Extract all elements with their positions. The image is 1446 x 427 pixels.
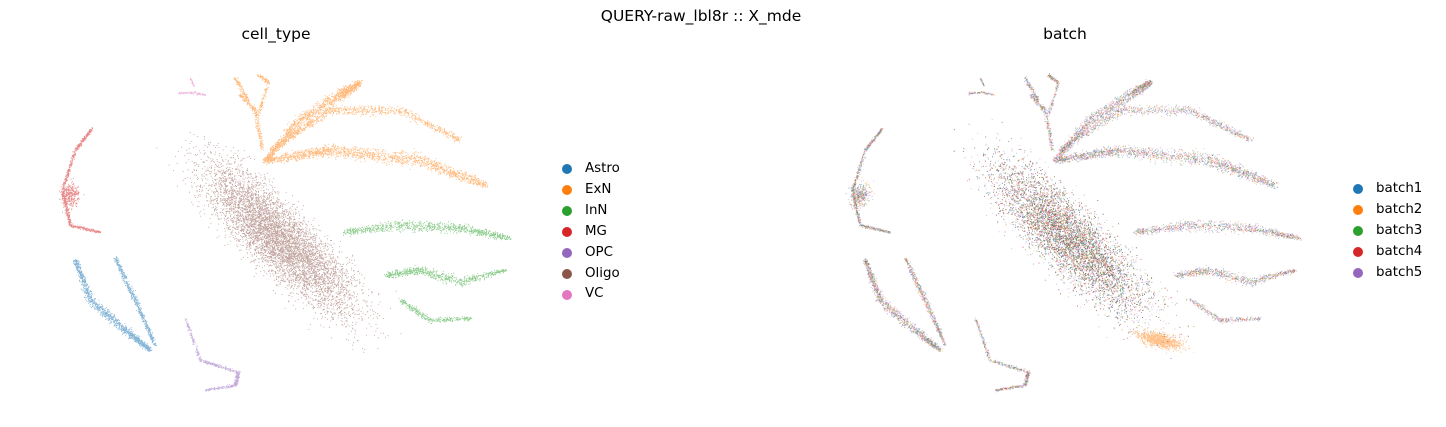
cluster-inn xyxy=(343,219,512,325)
cell-type-scatter-plot xyxy=(59,74,512,392)
legend-label: batch3 xyxy=(1376,222,1423,238)
batch-legend: batch1 batch2 batch3 batch4 batch5 xyxy=(1353,179,1422,284)
legend-marker-icon xyxy=(1353,205,1363,216)
figure-suptitle: QUERY-raw_lbl8r :: X_mde xyxy=(600,7,802,25)
legend-item: batch5 xyxy=(1353,263,1422,284)
legend-marker-icon xyxy=(1353,184,1363,195)
legend-item: InN xyxy=(562,201,620,222)
legend-label: batch4 xyxy=(1376,243,1423,259)
cluster-mg xyxy=(59,127,102,234)
legend-marker-icon xyxy=(562,248,572,259)
legend-item: Oligo xyxy=(562,264,620,285)
cluster-vc xyxy=(178,78,206,97)
legend-item: batch4 xyxy=(1353,242,1422,263)
left-panel-title: cell_type xyxy=(241,25,311,43)
cluster-batch1 xyxy=(848,73,1297,393)
legend-item: batch1 xyxy=(1353,179,1422,200)
legend-label: MG xyxy=(585,223,607,239)
cluster-batch3 xyxy=(850,73,1302,391)
legend-marker-icon xyxy=(562,185,572,196)
legend-marker-icon xyxy=(562,268,572,279)
legend-label: Oligo xyxy=(585,265,620,281)
legend-marker-icon xyxy=(562,289,572,300)
legend-marker-icon xyxy=(562,206,572,217)
batch-scatter-plot xyxy=(845,73,1302,393)
legend-item: VC xyxy=(562,284,620,305)
cluster-batch2 xyxy=(849,75,1301,391)
legend-item: MG xyxy=(562,222,620,243)
legend-marker-icon xyxy=(562,164,572,175)
legend-item: OPC xyxy=(562,243,620,264)
legend-marker-icon xyxy=(1353,268,1363,279)
legend-item: ExN xyxy=(562,180,620,201)
legend-label: InN xyxy=(585,202,608,218)
cluster-batch5 xyxy=(847,73,1301,391)
legend-item: batch3 xyxy=(1353,221,1422,242)
right-panel-title: batch xyxy=(1043,25,1087,43)
legend-label: VC xyxy=(585,286,604,302)
legend-marker-icon xyxy=(1353,226,1363,237)
cluster-opc xyxy=(184,318,242,392)
legend-label: batch2 xyxy=(1376,201,1423,217)
legend-label: batch5 xyxy=(1376,264,1423,280)
legend-label: Astro xyxy=(585,161,620,176)
cell-type-legend: Astro ExN InN MG OPC Oligo VC xyxy=(562,159,620,305)
cluster-exn xyxy=(233,74,489,188)
legend-label: batch1 xyxy=(1376,181,1423,196)
cluster-oligo xyxy=(156,132,402,353)
legend-label: OPC xyxy=(585,244,613,260)
legend-item: batch2 xyxy=(1353,200,1422,221)
legend-item: Astro xyxy=(562,159,620,180)
legend-marker-icon xyxy=(562,227,572,238)
legend-marker-icon xyxy=(1353,247,1363,258)
legend-label: ExN xyxy=(585,181,612,197)
